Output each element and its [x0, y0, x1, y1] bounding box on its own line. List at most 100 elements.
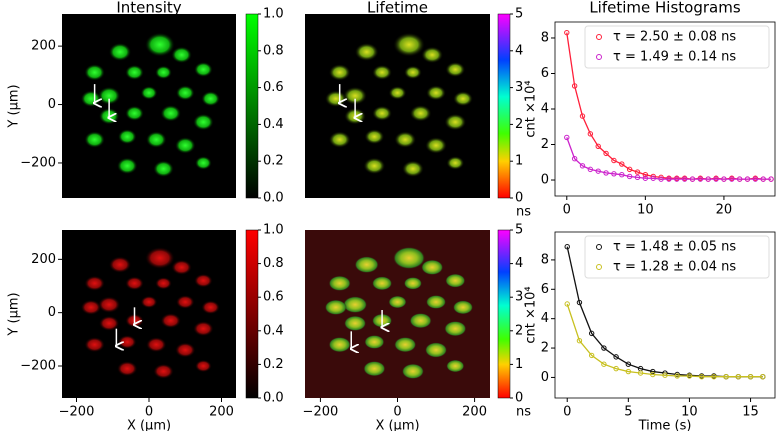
colorbar-tick-label: 0.0	[263, 191, 284, 206]
x-axis-label: Time (s)	[638, 419, 692, 432]
legend-marker	[596, 264, 602, 270]
colorbar-label: ns	[516, 205, 531, 220]
data-point	[760, 176, 766, 182]
y-tick-label: 0	[48, 305, 56, 320]
legend-box	[584, 235, 770, 279]
data-point	[662, 372, 668, 378]
spot	[125, 105, 144, 121]
legend-label: τ = 1.28 ± 0.04 ns	[613, 260, 736, 275]
spot	[175, 85, 195, 101]
spot	[372, 276, 393, 291]
spot	[144, 32, 175, 57]
spot	[372, 64, 393, 81]
spot	[363, 157, 386, 175]
data-point	[601, 361, 607, 367]
data-point	[752, 176, 759, 182]
spot	[372, 105, 393, 121]
x-axis-label: X (μm)	[127, 419, 171, 432]
data-point	[760, 373, 766, 380]
spot	[174, 137, 196, 154]
data-point	[744, 176, 751, 182]
y-tick-label: 4	[541, 102, 549, 117]
colorbar-tick-label: 0.8	[263, 43, 284, 58]
y-tick-label: 200	[31, 39, 56, 54]
colorbar-tick-label: 1	[515, 357, 523, 372]
spot	[426, 85, 447, 101]
spot	[155, 65, 172, 80]
x-tick-label: 20	[716, 203, 733, 218]
data-point	[579, 113, 586, 119]
colorbar-tick-label: 3	[515, 80, 523, 95]
data-point	[650, 371, 656, 378]
x-tick-label: 0	[563, 203, 571, 218]
data-point	[666, 176, 672, 182]
spot	[125, 276, 144, 291]
x-tick-label: 15	[742, 405, 759, 420]
data-point	[564, 243, 570, 250]
chart-title: Lifetime Histograms	[589, 0, 741, 17]
colorbar-tick-label: 2	[515, 323, 523, 338]
colorbar-tick-label: 0	[515, 191, 523, 206]
data-point	[697, 176, 704, 182]
data-point	[735, 373, 742, 380]
colorbar-tick-label: 0.6	[263, 290, 284, 305]
colorbar-tick-label: 0.4	[263, 323, 284, 338]
spot	[426, 295, 447, 309]
y-tick-label: 6	[541, 66, 549, 81]
data-point	[613, 365, 619, 372]
y-tick-label: 0	[48, 97, 56, 112]
colorbar-tick-label: 1.0	[263, 223, 284, 238]
data-point	[571, 83, 578, 89]
x-tick-label: 200	[209, 405, 234, 420]
colorbar-tick-label: 5	[515, 7, 523, 22]
colorbar-tick-label: 0.2	[263, 154, 284, 169]
data-point	[576, 299, 583, 306]
spot	[97, 296, 121, 313]
spot	[409, 313, 432, 329]
data-point	[588, 352, 595, 359]
chart-title: Intensity	[116, 0, 181, 17]
spot	[194, 359, 212, 373]
x-tick-label: −200	[303, 405, 339, 420]
data-point	[729, 176, 735, 182]
data-point	[705, 176, 711, 182]
spot	[363, 361, 386, 377]
spot	[84, 275, 105, 291]
data-point	[571, 156, 578, 162]
spot	[193, 113, 214, 131]
colorbar-tick-label: 4	[515, 256, 523, 271]
colorbar-tick-label: 0.8	[263, 256, 284, 271]
spot	[201, 300, 221, 315]
spot	[116, 361, 138, 377]
data-point	[611, 171, 617, 177]
y-tick-label: −200	[20, 155, 56, 170]
y-tick-label: 0	[541, 370, 549, 385]
series-line	[566, 303, 763, 378]
spot	[444, 113, 467, 131]
spot	[343, 296, 368, 313]
spot	[445, 61, 466, 78]
spot	[117, 129, 137, 145]
y-tick-label: 200	[31, 252, 56, 267]
spot	[80, 299, 102, 315]
legend-label: τ = 1.49 ± 0.14 ns	[613, 50, 736, 65]
spot	[160, 313, 182, 329]
spot	[125, 64, 144, 81]
spot	[117, 335, 137, 349]
data-point	[723, 373, 729, 380]
legend-label: τ = 1.48 ± 0.05 ns	[613, 240, 736, 255]
data-point	[564, 134, 570, 141]
data-point	[625, 361, 632, 367]
colorbar-tick-label: 1.0	[263, 7, 284, 22]
spot	[354, 256, 379, 273]
data-point	[674, 373, 680, 379]
colorbar	[497, 13, 511, 199]
y-tick-label: 0	[541, 173, 549, 188]
spot	[425, 137, 448, 154]
data-point	[625, 368, 632, 375]
spot	[421, 259, 444, 275]
spot	[324, 299, 347, 315]
data-point	[576, 338, 583, 344]
colorbar-tick-label: 0.0	[263, 391, 284, 406]
spot	[160, 104, 182, 122]
